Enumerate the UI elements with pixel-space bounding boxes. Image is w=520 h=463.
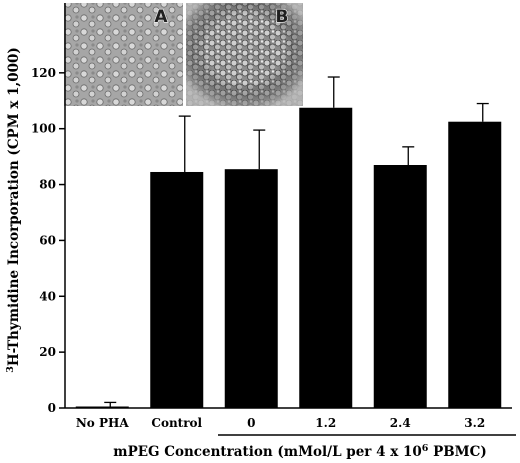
bars bbox=[75, 107, 502, 408]
y-tick-label: 120 bbox=[31, 66, 56, 80]
inset-label-b: B bbox=[276, 7, 289, 27]
y-tick-label: 100 bbox=[31, 122, 56, 136]
y-axis-title-superscript: 3 bbox=[5, 366, 16, 373]
y-tick-label: 60 bbox=[39, 233, 56, 247]
bar-no-pha bbox=[75, 406, 129, 408]
y-axis-title-text: H-Thymidine Incorporation (CPM x 1,000) bbox=[6, 47, 22, 366]
inset-micrograph-b: B bbox=[186, 3, 303, 106]
y-tick-label: 20 bbox=[39, 345, 56, 359]
x-axis-title: mPEG Concentration (mMol/L per 4 x 106 P… bbox=[113, 443, 486, 461]
x-axis-title-before: mPEG Concentration (mMol/L per 4 x 10 bbox=[113, 444, 421, 460]
inset-label-a: A bbox=[154, 7, 168, 27]
inset-micrograph-a: A bbox=[64, 3, 183, 106]
y-ticks: 0 20 40 60 80 100 120 bbox=[31, 66, 65, 415]
x-axis-title-after: PBMC) bbox=[428, 444, 486, 460]
x-category-label: 2.4 bbox=[390, 416, 411, 430]
x-category-label: Control bbox=[151, 416, 202, 430]
bar-1-2 bbox=[299, 107, 353, 408]
y-tick-label: 40 bbox=[39, 289, 56, 303]
x-category-label: 0 bbox=[247, 416, 255, 430]
bar-3-2 bbox=[448, 121, 502, 408]
y-axis-title: 3H-Thymidine Incorporation (CPM x 1,000) bbox=[5, 47, 23, 373]
x-category-label: 3.2 bbox=[464, 416, 485, 430]
y-tick-label: 0 bbox=[48, 401, 56, 415]
x-category-label: No PHA bbox=[76, 416, 130, 430]
x-axis-title-superscript: 6 bbox=[422, 443, 429, 454]
y-tick-label: 80 bbox=[39, 178, 56, 192]
bar-control bbox=[150, 171, 204, 408]
bar-0 bbox=[224, 169, 278, 408]
bar-2-4 bbox=[373, 165, 427, 408]
x-category-label: 1.2 bbox=[315, 416, 336, 430]
error-bars bbox=[104, 76, 489, 407]
category-labels: No PHA Control 0 1.2 2.4 3.2 bbox=[76, 416, 485, 430]
